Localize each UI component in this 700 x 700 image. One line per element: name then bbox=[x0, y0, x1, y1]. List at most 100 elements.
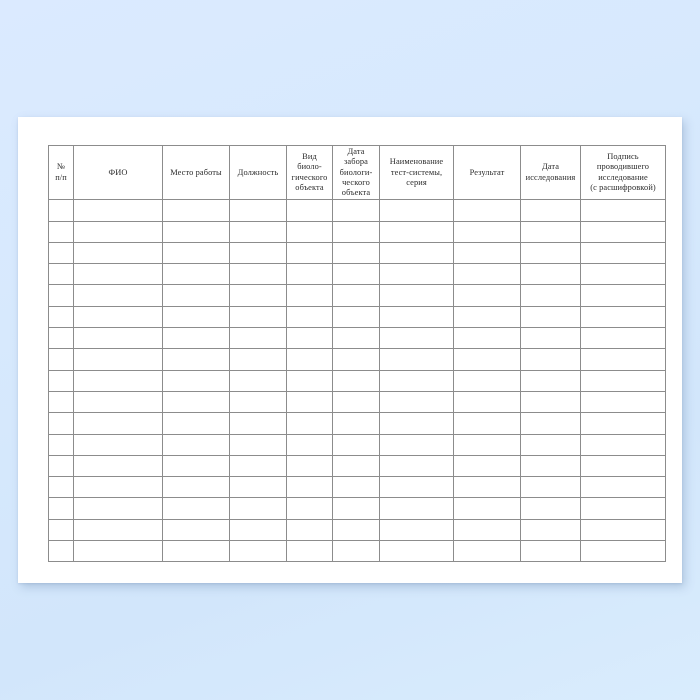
cell-study_date[interactable] bbox=[520, 348, 581, 371]
cell-test_system[interactable] bbox=[379, 241, 454, 265]
cell-position[interactable] bbox=[229, 454, 287, 478]
cell-workplace[interactable] bbox=[162, 199, 230, 222]
cell-result[interactable] bbox=[453, 305, 521, 329]
cell-bio_type[interactable] bbox=[286, 497, 333, 520]
cell-no[interactable] bbox=[48, 305, 74, 329]
cell-study_date[interactable] bbox=[520, 263, 581, 286]
cell-bio_date[interactable] bbox=[332, 433, 380, 456]
cell-bio_date[interactable] bbox=[332, 454, 380, 478]
table-row[interactable] bbox=[48, 263, 666, 286]
table-row[interactable] bbox=[48, 497, 666, 520]
cell-workplace[interactable] bbox=[162, 284, 230, 307]
cell-study_date[interactable] bbox=[520, 220, 581, 243]
cell-bio_type[interactable] bbox=[286, 476, 333, 499]
cell-no[interactable] bbox=[48, 518, 74, 542]
cell-no[interactable] bbox=[48, 390, 74, 414]
table-row[interactable] bbox=[48, 327, 666, 350]
cell-signature[interactable] bbox=[580, 305, 666, 329]
cell-no[interactable] bbox=[48, 263, 74, 286]
cell-study_date[interactable] bbox=[520, 518, 581, 542]
cell-signature[interactable] bbox=[580, 390, 666, 414]
cell-test_system[interactable] bbox=[379, 412, 454, 435]
cell-no[interactable] bbox=[48, 476, 74, 499]
cell-fio[interactable] bbox=[73, 412, 163, 435]
table-row[interactable] bbox=[48, 220, 666, 243]
cell-no[interactable] bbox=[48, 199, 74, 222]
cell-bio_date[interactable] bbox=[332, 284, 380, 307]
cell-position[interactable] bbox=[229, 305, 287, 329]
cell-signature[interactable] bbox=[580, 539, 666, 563]
cell-position[interactable] bbox=[229, 199, 287, 222]
cell-fio[interactable] bbox=[73, 476, 163, 499]
cell-test_system[interactable] bbox=[379, 433, 454, 456]
cell-bio_date[interactable] bbox=[332, 220, 380, 243]
cell-result[interactable] bbox=[453, 369, 521, 392]
cell-test_system[interactable] bbox=[379, 518, 454, 542]
cell-signature[interactable] bbox=[580, 284, 666, 307]
cell-test_system[interactable] bbox=[379, 305, 454, 329]
cell-result[interactable] bbox=[453, 476, 521, 499]
cell-study_date[interactable] bbox=[520, 390, 581, 414]
cell-test_system[interactable] bbox=[379, 220, 454, 243]
cell-bio_type[interactable] bbox=[286, 433, 333, 456]
table-row[interactable] bbox=[48, 199, 666, 222]
cell-position[interactable] bbox=[229, 327, 287, 350]
cell-position[interactable] bbox=[229, 220, 287, 243]
cell-no[interactable] bbox=[48, 241, 74, 265]
cell-position[interactable] bbox=[229, 369, 287, 392]
cell-study_date[interactable] bbox=[520, 454, 581, 478]
cell-study_date[interactable] bbox=[520, 305, 581, 329]
cell-signature[interactable] bbox=[580, 241, 666, 265]
cell-no[interactable] bbox=[48, 539, 74, 563]
cell-fio[interactable] bbox=[73, 241, 163, 265]
cell-fio[interactable] bbox=[73, 539, 163, 563]
cell-position[interactable] bbox=[229, 390, 287, 414]
cell-bio_type[interactable] bbox=[286, 348, 333, 371]
cell-workplace[interactable] bbox=[162, 220, 230, 243]
cell-fio[interactable] bbox=[73, 433, 163, 456]
cell-result[interactable] bbox=[453, 241, 521, 265]
cell-no[interactable] bbox=[48, 433, 74, 456]
cell-workplace[interactable] bbox=[162, 369, 230, 392]
cell-fio[interactable] bbox=[73, 305, 163, 329]
cell-workplace[interactable] bbox=[162, 305, 230, 329]
cell-no[interactable] bbox=[48, 412, 74, 435]
cell-fio[interactable] bbox=[73, 327, 163, 350]
cell-workplace[interactable] bbox=[162, 476, 230, 499]
cell-bio_date[interactable] bbox=[332, 305, 380, 329]
cell-position[interactable] bbox=[229, 497, 287, 520]
cell-fio[interactable] bbox=[73, 348, 163, 371]
cell-workplace[interactable] bbox=[162, 454, 230, 478]
cell-position[interactable] bbox=[229, 476, 287, 499]
cell-study_date[interactable] bbox=[520, 284, 581, 307]
cell-study_date[interactable] bbox=[520, 497, 581, 520]
cell-study_date[interactable] bbox=[520, 539, 581, 563]
table-row[interactable] bbox=[48, 518, 666, 542]
cell-study_date[interactable] bbox=[520, 199, 581, 222]
cell-study_date[interactable] bbox=[520, 433, 581, 456]
cell-signature[interactable] bbox=[580, 476, 666, 499]
cell-signature[interactable] bbox=[580, 199, 666, 222]
table-row[interactable] bbox=[48, 412, 666, 435]
cell-study_date[interactable] bbox=[520, 241, 581, 265]
cell-fio[interactable] bbox=[73, 284, 163, 307]
cell-test_system[interactable] bbox=[379, 539, 454, 563]
cell-position[interactable] bbox=[229, 263, 287, 286]
cell-position[interactable] bbox=[229, 348, 287, 371]
cell-signature[interactable] bbox=[580, 369, 666, 392]
cell-bio_type[interactable] bbox=[286, 220, 333, 243]
cell-result[interactable] bbox=[453, 539, 521, 563]
cell-bio_type[interactable] bbox=[286, 539, 333, 563]
cell-study_date[interactable] bbox=[520, 327, 581, 350]
cell-no[interactable] bbox=[48, 220, 74, 243]
cell-workplace[interactable] bbox=[162, 327, 230, 350]
cell-test_system[interactable] bbox=[379, 497, 454, 520]
cell-fio[interactable] bbox=[73, 199, 163, 222]
cell-result[interactable] bbox=[453, 433, 521, 456]
cell-result[interactable] bbox=[453, 327, 521, 350]
cell-no[interactable] bbox=[48, 454, 74, 478]
cell-bio_type[interactable] bbox=[286, 390, 333, 414]
cell-no[interactable] bbox=[48, 497, 74, 520]
table-row[interactable] bbox=[48, 433, 666, 456]
table-row[interactable] bbox=[48, 348, 666, 371]
